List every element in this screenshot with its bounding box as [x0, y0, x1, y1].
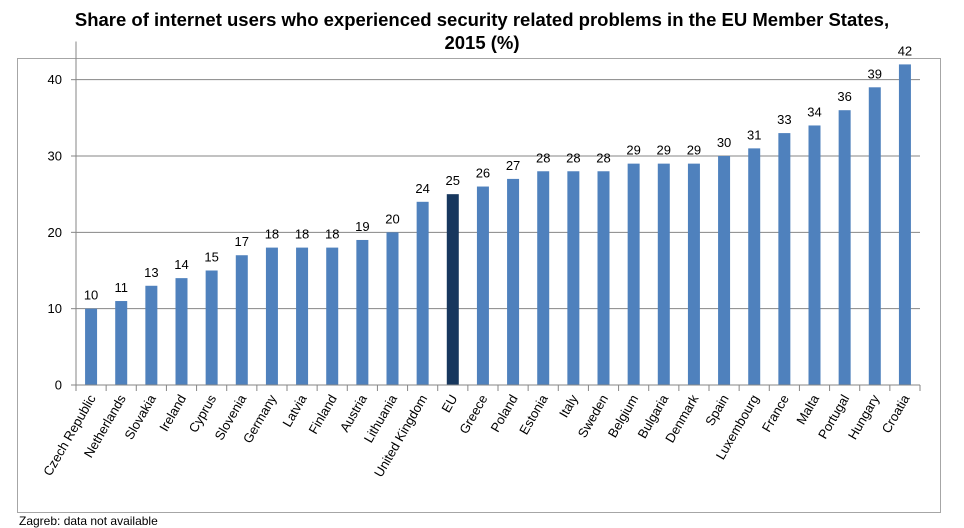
data-label-latvia: 18 — [295, 227, 309, 242]
bar-belgium — [627, 163, 640, 385]
bar-sweden — [597, 171, 610, 385]
category-label-croatia: Croatia — [879, 391, 913, 435]
bar-czech-republic — [85, 308, 98, 385]
bar-slovakia — [145, 285, 158, 385]
bar-bulgaria — [657, 163, 670, 385]
y-axis-ticks: 0 10 20 30 40 — [48, 72, 76, 393]
data-label-czech-republic: 10 — [84, 288, 98, 303]
data-label-luxembourg: 31 — [747, 127, 761, 142]
data-label-eu: 25 — [446, 173, 460, 188]
data-label-netherlands: 11 — [114, 280, 128, 295]
data-label-belgium: 29 — [626, 143, 640, 158]
data-label-spain: 30 — [717, 135, 731, 150]
chart-title: Share of internet users who experienced … — [0, 8, 964, 54]
bar-france — [778, 133, 791, 385]
bars — [85, 64, 911, 386]
chart-frame — [17, 58, 941, 513]
category-label-france: France — [759, 392, 792, 435]
footnote: Zagreb: data not available — [19, 514, 158, 528]
bar-croatia — [898, 64, 911, 386]
data-label-hungary: 39 — [868, 66, 882, 81]
bar-poland — [507, 178, 520, 385]
category-label-latvia: Latvia — [279, 391, 310, 429]
bar-denmark — [687, 163, 700, 385]
bar-lithuania — [386, 232, 399, 385]
y-tick-label-0: 0 — [55, 378, 62, 393]
bar-finland — [326, 247, 339, 385]
bar-latvia — [296, 247, 309, 385]
category-label-ireland: Ireland — [156, 392, 189, 434]
data-label-united-kingdom: 24 — [415, 181, 429, 196]
category-labels: Czech RepublicNetherlandsSlovakiaIreland… — [40, 391, 913, 479]
data-label-slovenia: 17 — [235, 234, 249, 249]
y-tick-label-10: 10 — [48, 301, 62, 316]
bar-eu — [446, 194, 459, 385]
chart-title-line-1: Share of internet users who experienced … — [74, 9, 890, 30]
data-label-bulgaria: 29 — [657, 143, 671, 158]
bar-portugal — [838, 110, 851, 385]
data-label-france: 33 — [777, 112, 791, 127]
data-label-austria: 19 — [355, 219, 369, 234]
chart-title-line-2: 2015 (%) — [444, 32, 520, 53]
bar-germany — [265, 247, 278, 385]
category-label-italy: Italy — [556, 392, 581, 421]
category-label-greece: Greece — [456, 392, 490, 436]
bar-malta — [808, 125, 821, 385]
data-label-sweden: 28 — [596, 150, 610, 165]
data-label-germany: 18 — [265, 227, 279, 242]
data-label-malta: 34 — [807, 104, 821, 119]
data-label-poland: 27 — [506, 158, 520, 173]
data-label-lithuania: 20 — [385, 211, 399, 226]
category-label-poland: Poland — [487, 392, 520, 435]
bar-austria — [356, 239, 369, 385]
bar-cyprus — [205, 270, 218, 385]
data-label-cyprus: 15 — [204, 250, 218, 265]
category-label-finland: Finland — [306, 392, 340, 436]
y-tick-label-30: 30 — [48, 149, 62, 164]
category-label-malta: Malta — [793, 391, 822, 427]
data-label-croatia: 42 — [898, 43, 912, 58]
data-labels: 10 11 13 14 15 17 18 18 18 19 20 24 25 26 27 28 28 28 29 29… — [84, 43, 912, 302]
category-label-eu: EU — [438, 392, 460, 415]
bar-greece — [476, 186, 489, 385]
data-label-greece: 26 — [476, 166, 490, 181]
data-label-portugal: 36 — [837, 89, 851, 104]
bar-italy — [567, 171, 580, 385]
bar-spain — [718, 156, 731, 385]
y-tick-label-40: 40 — [48, 72, 62, 87]
category-label-estonia: Estonia — [516, 391, 551, 437]
bar-hungary — [868, 87, 881, 386]
bar-ireland — [175, 278, 188, 385]
data-label-estonia: 28 — [536, 150, 550, 165]
data-label-denmark: 29 — [687, 143, 701, 158]
data-label-italy: 28 — [566, 150, 580, 165]
data-label-ireland: 14 — [174, 257, 188, 272]
bar-netherlands — [115, 301, 128, 385]
category-label-spain: Spain — [702, 392, 732, 428]
bar-united-kingdom — [416, 201, 429, 385]
gridlines — [76, 79, 920, 310]
data-label-slovakia: 13 — [144, 265, 158, 280]
y-tick-label-20: 20 — [48, 225, 62, 240]
bar-luxembourg — [748, 148, 761, 385]
bar-estonia — [537, 171, 550, 385]
axes — [75, 41, 921, 391]
bar-slovenia — [235, 255, 248, 385]
data-label-finland: 18 — [325, 227, 339, 242]
